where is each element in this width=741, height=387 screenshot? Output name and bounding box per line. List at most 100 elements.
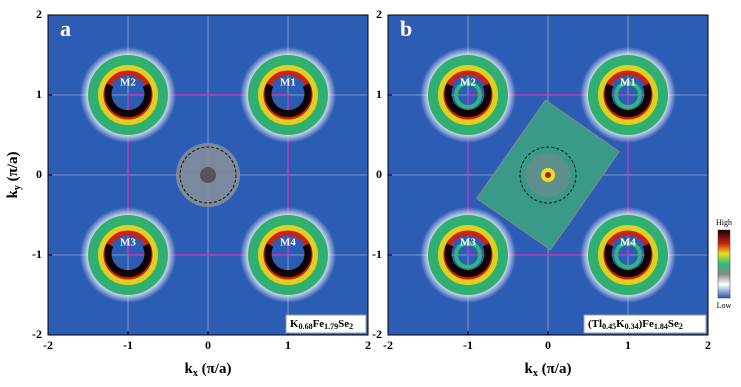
sample-box xyxy=(285,314,367,334)
sample-subscript: 0.45 xyxy=(602,322,616,331)
colorbar-low: Low xyxy=(717,301,732,310)
sample-label: K0.68Fe1.79Se2 xyxy=(290,318,353,331)
sample-text: Se xyxy=(668,318,679,330)
pocket-label: M1 xyxy=(280,77,296,89)
sample-label: (Tl0.45K0.34)Fe1.84Se2 xyxy=(588,318,683,331)
pocket-label: M3 xyxy=(120,237,136,249)
pocket xyxy=(420,47,516,143)
sample-text: Fe xyxy=(313,318,325,330)
center-core xyxy=(200,167,216,183)
pocket xyxy=(240,47,336,143)
panel-label: a xyxy=(60,16,71,41)
x-tick-label: 0 xyxy=(545,338,551,352)
pocket-label: M2 xyxy=(120,77,136,89)
pocket-dark xyxy=(104,243,152,278)
pocket-dark xyxy=(264,243,312,278)
pocket-green xyxy=(588,55,668,135)
pocket-green xyxy=(588,215,668,295)
pocket-inner xyxy=(614,81,642,109)
plot-frame xyxy=(47,14,369,336)
y-tick-label: -1 xyxy=(32,247,42,261)
pocket-green xyxy=(428,215,508,295)
y-tick-label: -2 xyxy=(32,327,42,341)
pocket xyxy=(240,207,336,303)
sample-subscript: 2 xyxy=(679,322,683,331)
pocket-dark xyxy=(444,83,492,118)
sample-subscript: 0.68 xyxy=(299,322,313,331)
x-tick-label: 2 xyxy=(365,338,371,352)
pocket-dark xyxy=(104,83,152,118)
pocket xyxy=(420,207,516,303)
y-tick-label: 0 xyxy=(376,167,382,181)
axis-label-base: k xyxy=(525,361,534,377)
axis-label-sub: x xyxy=(533,368,538,379)
x-label: kx (π/a) xyxy=(185,361,232,379)
pocket-label: M3 xyxy=(460,237,476,249)
x-tick-label: 0 xyxy=(205,338,211,352)
pocket-dark xyxy=(444,243,492,278)
y-tick-label: 0 xyxy=(36,167,42,181)
axis-label-unit: (π/a) xyxy=(5,152,21,186)
pocket-yellow xyxy=(98,225,158,285)
y-label: ky (π/a) xyxy=(5,152,23,199)
center-dashed xyxy=(519,146,577,204)
x-tick-label: 1 xyxy=(285,338,291,352)
sample-text: K xyxy=(290,318,299,330)
pocket-yellow xyxy=(598,225,658,285)
center-dot xyxy=(545,172,551,178)
sample-text: (Tl xyxy=(588,318,602,330)
pocket-green xyxy=(248,55,328,135)
pocket-inner xyxy=(454,81,482,109)
pocket xyxy=(80,47,176,143)
center-dashed xyxy=(179,146,237,204)
pocket-green xyxy=(88,55,168,135)
x-tick-label: -2 xyxy=(383,338,393,352)
panel-label: b xyxy=(400,16,412,41)
pocket-green xyxy=(428,55,508,135)
sample-box xyxy=(583,314,707,334)
plot-frame xyxy=(387,14,709,336)
pocket-yellow xyxy=(438,225,498,285)
x-tick-label: 1 xyxy=(625,338,631,352)
pocket-dark xyxy=(604,243,652,278)
sample-text: K xyxy=(616,318,625,330)
pocket-dark xyxy=(604,83,652,118)
y-tick-label: 2 xyxy=(376,7,382,21)
pocket-inner xyxy=(614,241,642,269)
x-tick-label: 2 xyxy=(705,338,711,352)
pocket-yellow xyxy=(98,65,158,125)
sample-subscript: 1.84 xyxy=(654,322,668,331)
x-tick-label: -1 xyxy=(123,338,133,352)
pocket-yellow xyxy=(598,65,658,125)
colorbar-high: High xyxy=(716,218,732,227)
x-tick-label: -1 xyxy=(463,338,473,352)
y-tick-label: 1 xyxy=(376,87,382,101)
pocket xyxy=(580,47,676,143)
pocket-dark xyxy=(264,83,312,118)
y-tick-label: -1 xyxy=(372,247,382,261)
pocket-label: M4 xyxy=(620,237,636,249)
sample-text: )Fe xyxy=(639,318,654,330)
pocket-green xyxy=(88,215,168,295)
pocket-yellow xyxy=(258,65,318,125)
y-tick-label: 1 xyxy=(36,87,42,101)
pocket xyxy=(580,207,676,303)
colorbar xyxy=(717,229,731,299)
sample-subscript: 2 xyxy=(349,322,353,331)
sample-subscript: 0.34 xyxy=(625,322,639,331)
y-tick-label: -2 xyxy=(372,327,382,341)
pocket-label: M4 xyxy=(280,237,296,249)
x-label: kx (π/a) xyxy=(525,361,572,379)
x-tick-label: -2 xyxy=(43,338,53,352)
pocket-green xyxy=(248,215,328,295)
pocket-label: M1 xyxy=(620,77,636,89)
pocket xyxy=(80,207,176,303)
pocket-label: M2 xyxy=(460,77,476,89)
axis-label-base: k xyxy=(185,361,194,377)
axis-label-base: k xyxy=(5,189,21,198)
axis-label-sub: y xyxy=(12,185,23,190)
pocket-yellow xyxy=(438,65,498,125)
y-tick-label: 2 xyxy=(36,7,42,21)
axis-label-unit: (π/a) xyxy=(538,361,572,377)
